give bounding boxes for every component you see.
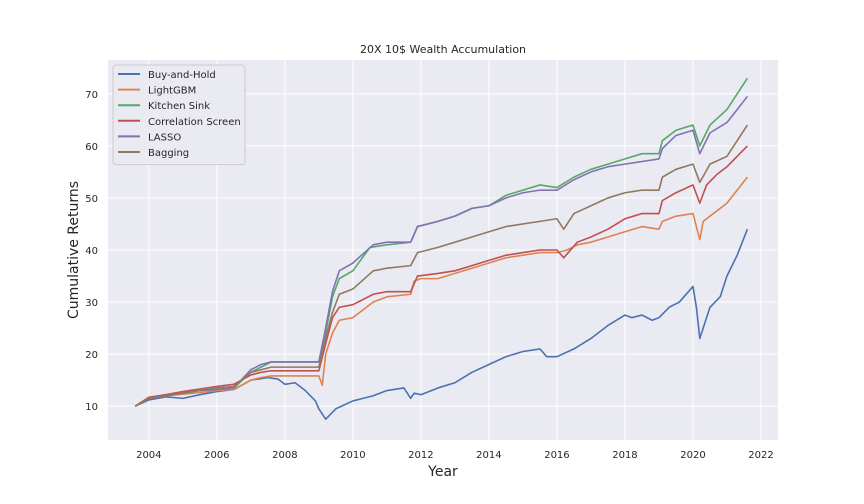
legend-label: LightGBM (148, 86, 196, 97)
series-lines (134, 77, 749, 420)
x-tick-label: 2020 (680, 450, 705, 461)
x-tick-label: 2008 (272, 450, 297, 461)
y-tick-label: 10 (85, 402, 98, 413)
series-line-3 (134, 145, 748, 407)
y-axis-ticks: 10 20 30 40 50 60 70 (85, 90, 98, 413)
y-tick-label: 70 (85, 90, 98, 101)
x-tick-label: 2018 (612, 450, 637, 461)
y-tick-label: 50 (85, 194, 98, 205)
y-tick-label: 20 (85, 350, 98, 361)
x-axis-ticks: 2004 2006 2008 2010 2012 2014 2016 2018 2020 2022 (136, 450, 774, 461)
legend-label: Correlation Screen (148, 117, 241, 128)
legend-box (112, 64, 246, 166)
legend: Buy-and-Hold LightGBM Kitchen Sink Correlat… (112, 64, 246, 166)
legend-label: Buy-and-Hold (148, 70, 216, 81)
y-axis-label: Cumulative Returns (66, 181, 82, 319)
x-axis-label: Year (427, 464, 458, 480)
legend-label: Kitchen Sink (148, 101, 210, 112)
legend-label: LASSO (148, 132, 181, 143)
x-tick-label: 2010 (340, 450, 365, 461)
x-tick-label: 2022 (748, 450, 773, 461)
x-tick-label: 2016 (544, 450, 569, 461)
series-line-4 (134, 95, 749, 407)
series-line-5 (134, 124, 749, 407)
x-tick-label: 2014 (476, 450, 501, 461)
chart-title: 20X 10$ Wealth Accumulation (360, 43, 526, 56)
x-tick-label: 2012 (408, 450, 433, 461)
series-line-1 (134, 176, 749, 407)
y-tick-label: 60 (85, 142, 98, 153)
x-tick-label: 2004 (136, 450, 161, 461)
x-tick-label: 2006 (204, 450, 229, 461)
y-tick-label: 30 (85, 298, 98, 309)
legend-label: Bagging (148, 148, 189, 159)
series-line-0 (134, 228, 749, 420)
y-tick-label: 40 (85, 246, 98, 257)
